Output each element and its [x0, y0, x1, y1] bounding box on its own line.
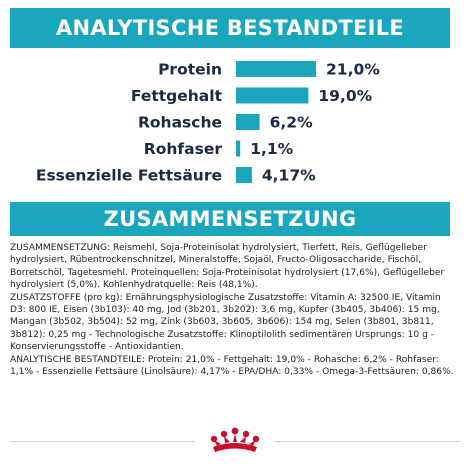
crown-logo-icon [210, 427, 260, 452]
value-label: 19,0% [318, 87, 372, 105]
composition-paragraph: ZUSAMMENSETZUNG: Reismehl, Soja-Proteini… [10, 243, 445, 291]
value-label: 4,17% [262, 167, 316, 185]
footer-divider-right [275, 441, 460, 442]
analytic-paragraph: ANALYTISCHE BESTANDTEILE: Protein: 21,0%… [10, 354, 454, 378]
bar [236, 87, 309, 104]
analytic-header-banner: ANALYTISCHE BESTANDTEILE [10, 8, 450, 48]
composition-header-title: ZUSAMMENSETZUNG [103, 207, 357, 231]
category-label: Essenzielle Fettsäure [36, 167, 222, 185]
bar [236, 114, 260, 130]
analytic-header-title: ANALYTISCHE BESTANDTEILE [55, 16, 405, 40]
bar [236, 61, 316, 77]
composition-header-banner: ZUSAMMENSETZUNG [10, 202, 450, 236]
bar [236, 140, 241, 157]
category-label: Rohfaser [144, 140, 223, 158]
value-label: 6,2% [270, 114, 313, 132]
composition-text-block: ZUSAMMENSETZUNG: Reismehl, Soja-Proteini… [10, 242, 458, 378]
category-label: Protein [158, 61, 222, 79]
nutrient-bar-chart: Protein 21,0% Fettgehalt 19,0% Rohasche 6,2% R… [36, 61, 380, 185]
footer-divider-left [10, 441, 195, 442]
value-label: 21,0% [326, 61, 380, 79]
category-label: Rohasche [138, 114, 222, 132]
footer [0, 425, 470, 470]
additives-paragraph: ZUSATZSTOFFE (pro kg): Ernährungsphysiol… [10, 292, 441, 353]
category-label: Fettgehalt [131, 87, 223, 105]
bar [236, 167, 252, 183]
value-label: 1,1% [250, 140, 293, 158]
